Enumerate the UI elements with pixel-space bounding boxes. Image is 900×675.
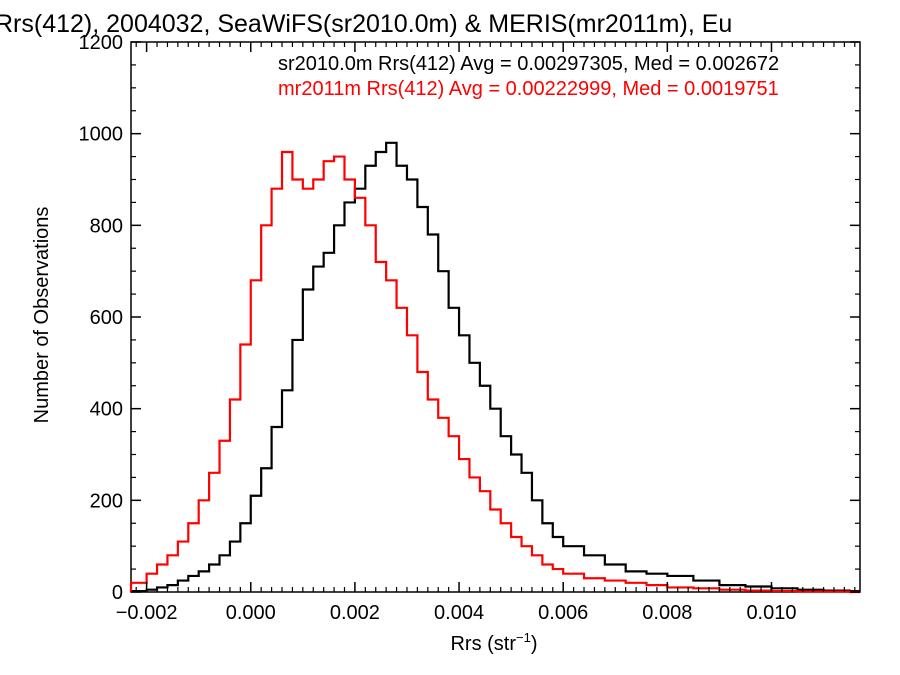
x-axis-title-suffix: ) xyxy=(531,633,538,655)
x-axis-title-main: Rrs (str xyxy=(450,633,516,655)
x-tick-label: 0.010 xyxy=(746,602,796,624)
y-tick-label: 400 xyxy=(90,399,123,421)
x-tick-label: 0.006 xyxy=(538,602,588,624)
y-tick-label: 600 xyxy=(90,307,123,329)
x-axis-title: Rrs (str−1) xyxy=(450,630,537,655)
y-tick-label: 1200 xyxy=(79,32,124,54)
x-tick-label: −0.002 xyxy=(116,602,178,624)
y-axis-title: Number of Observations xyxy=(31,207,53,424)
y-tick-label: 1000 xyxy=(79,124,124,146)
x-tick-label: 0.002 xyxy=(330,602,380,624)
x-axis-title-superscript: −1 xyxy=(516,630,531,645)
x-tick-label: 0.004 xyxy=(434,602,484,624)
series-layer xyxy=(129,141,860,594)
chart-title: Rrs(412), 2004032, SeaWiFS(sr2010.0m) & … xyxy=(0,10,732,38)
legend-entry: mr2011m Rrs(412) Avg = 0.00222999, Med =… xyxy=(278,78,779,100)
x-tick-label: 0.000 xyxy=(226,602,276,624)
legend: sr2010.0m Rrs(412) Avg = 0.00297305, Med… xyxy=(278,53,779,100)
y-tick-label: 200 xyxy=(90,490,123,512)
series-line-0 xyxy=(129,141,860,593)
series-line-1 xyxy=(129,150,860,594)
axes-layer: −0.002 0.000 0.002 0.004 0.006 0.008 0.010 0 200… xyxy=(79,32,860,624)
y-tick-label: 800 xyxy=(90,215,123,237)
legend-entry: sr2010.0m Rrs(412) Avg = 0.00297305, Med… xyxy=(278,53,779,75)
x-tick-label: 0.008 xyxy=(642,602,692,624)
y-tick-label: 0 xyxy=(112,582,123,604)
